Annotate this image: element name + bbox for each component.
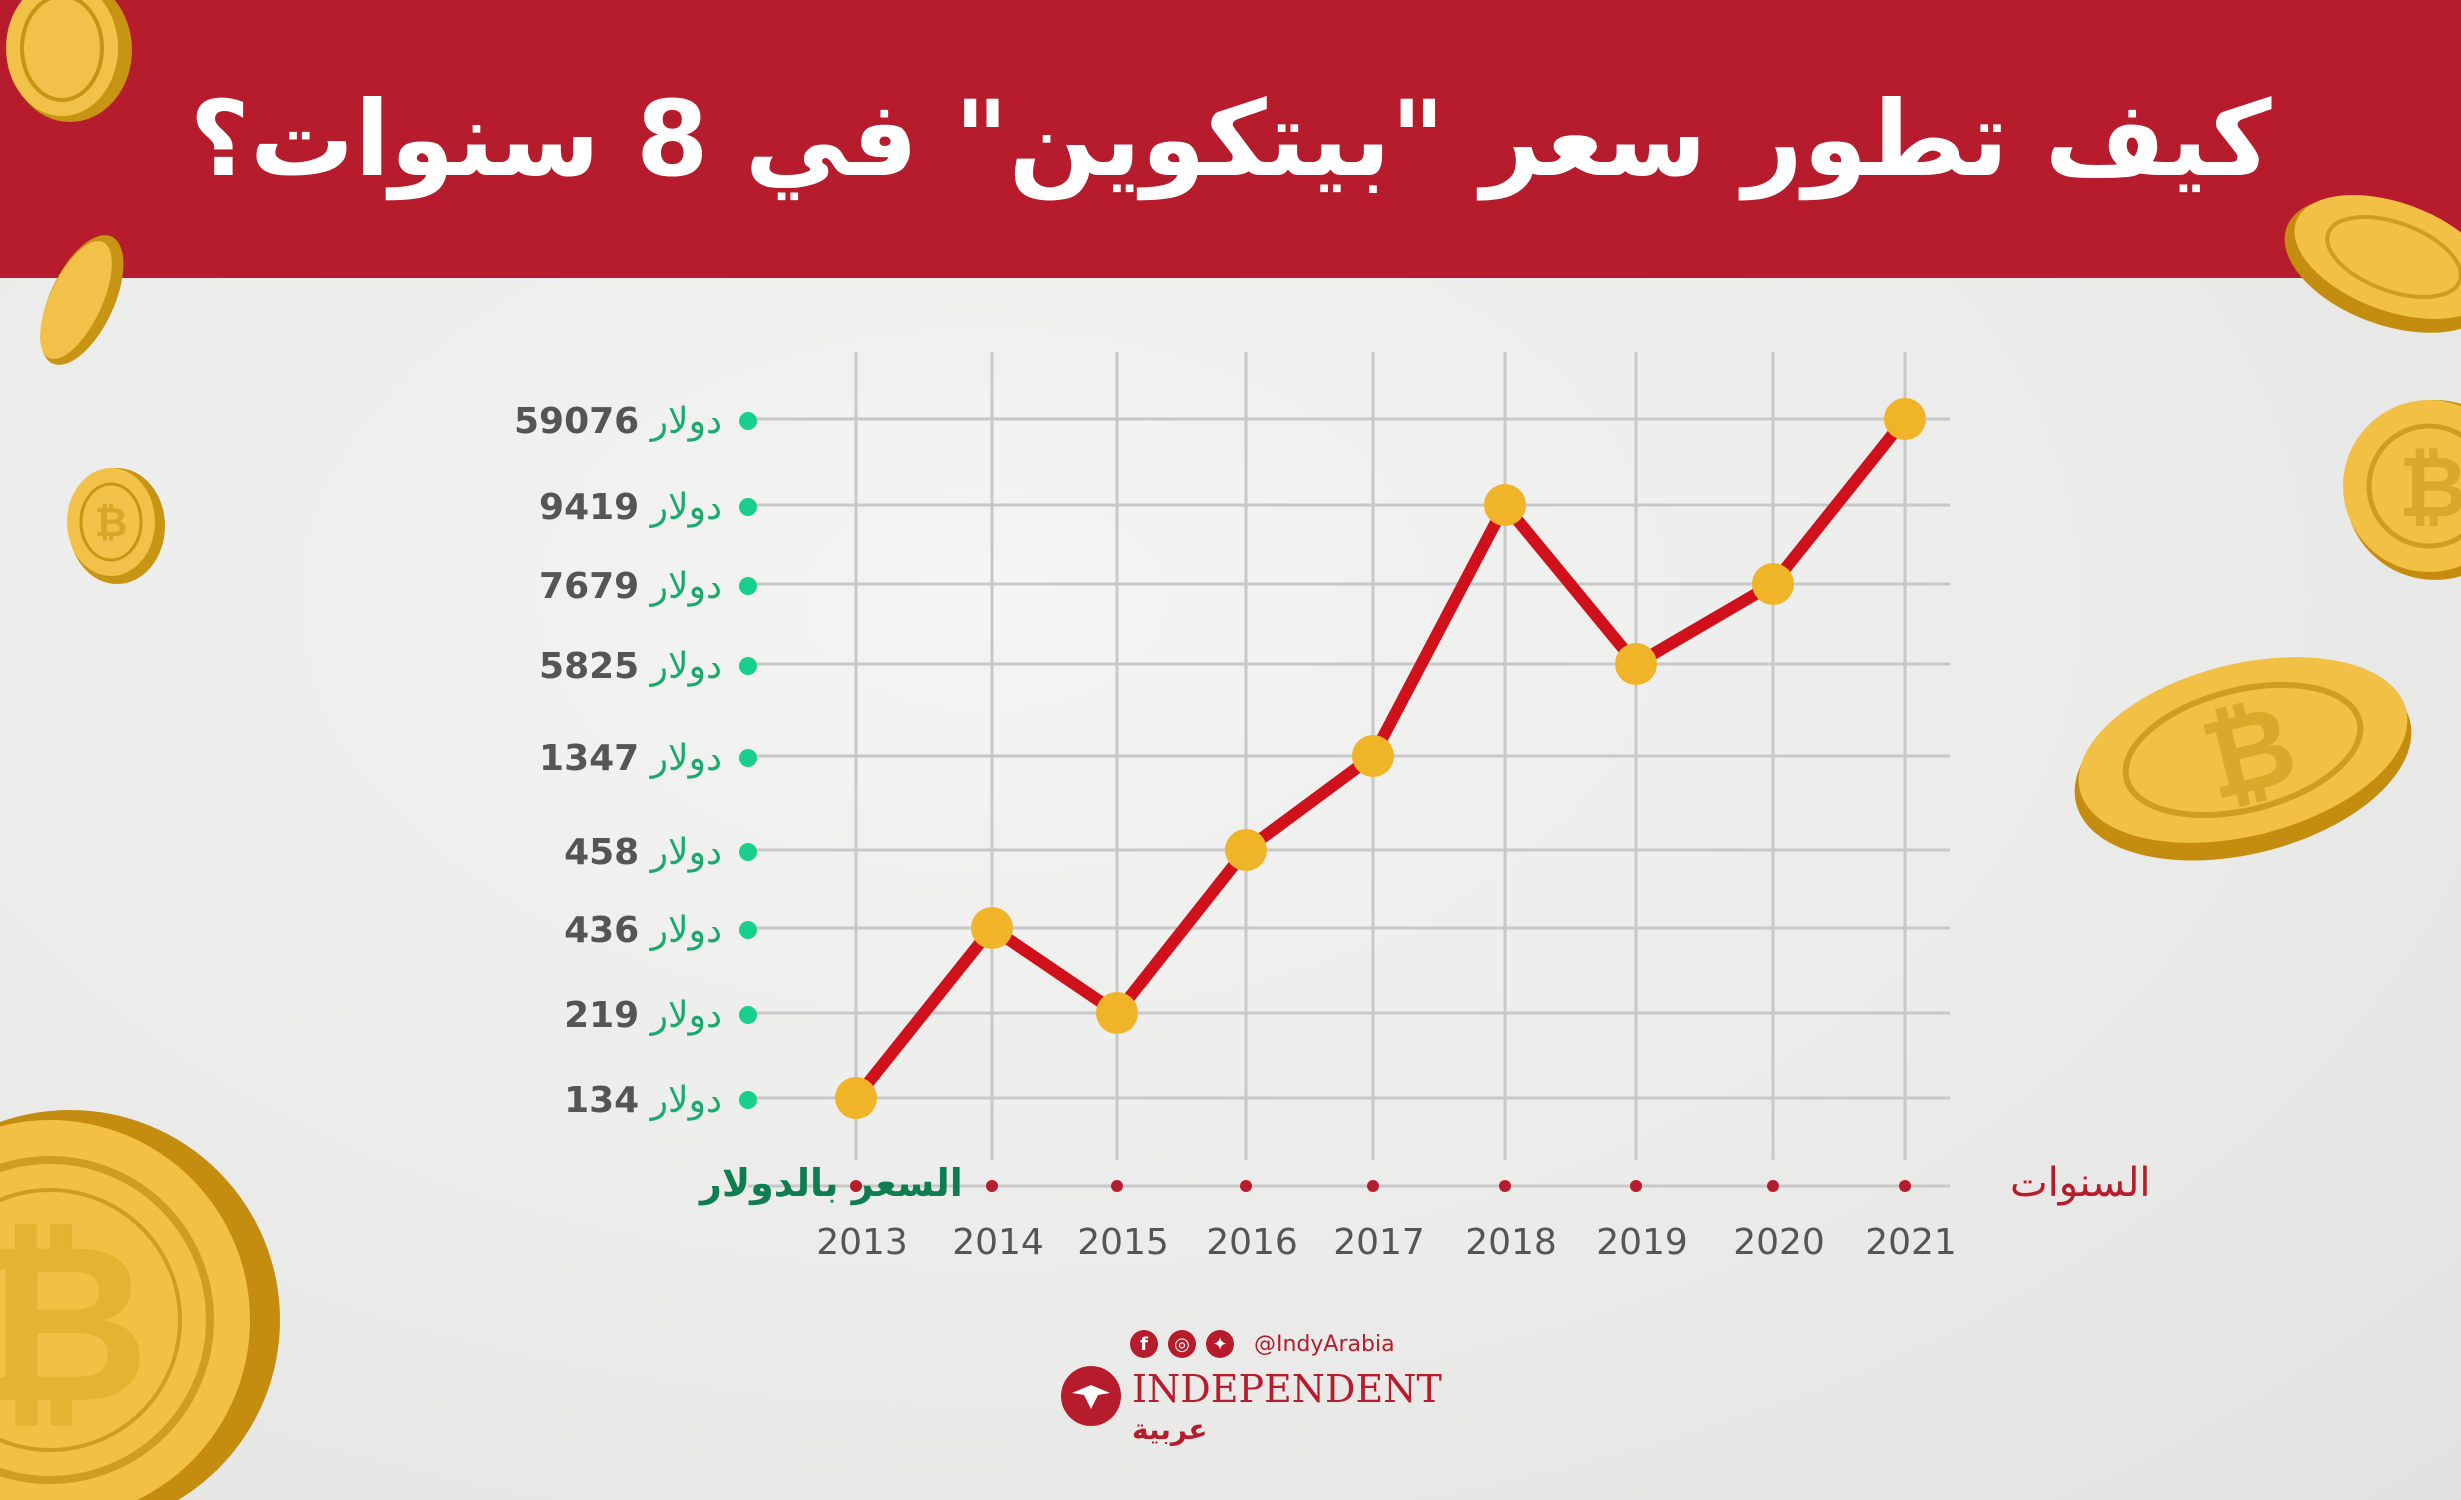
y-tick-dot [739, 749, 757, 767]
svg-text:₿: ₿ [0, 1196, 150, 1452]
x-axis-dot [850, 1180, 862, 1192]
x-tick-label: 2014 [952, 1222, 1044, 1263]
x-axis-dot [1240, 1180, 1252, 1192]
instagram-icon[interactable]: ◎ [1168, 1330, 1196, 1358]
y-tick-unit: دولار [639, 738, 722, 779]
x-axis-dot [1630, 1180, 1642, 1192]
y-tick-label: دولار 59076 [514, 401, 722, 442]
independent-eagle-logo-icon [1061, 1366, 1121, 1426]
bitcoin-coin-icon: ₿ [67, 468, 165, 584]
y-tick-dot [739, 577, 757, 595]
x-tick-label: 2019 [1596, 1222, 1688, 1263]
y-tick-label: دولار 219 [564, 995, 722, 1036]
y-tick-dot [739, 657, 757, 675]
y-tick-unit: دولار [639, 910, 722, 951]
bitcoin-coin-icon [6, 0, 132, 122]
x-axis-dot [1367, 1180, 1379, 1192]
y-tick-value: 458 [564, 832, 639, 873]
bitcoin-coin-icon: ₿ [2074, 657, 2412, 861]
y-tick-unit: دولار [639, 646, 722, 687]
x-axis-dot [986, 1180, 998, 1192]
y-tick-dot [739, 1091, 757, 1109]
bitcoin-coin-icon [2284, 195, 2461, 333]
data-point [835, 1077, 877, 1119]
y-tick-label: دولار 134 [564, 1080, 722, 1121]
x-tick-label: 2013 [816, 1222, 908, 1263]
y-tick-value: 1347 [539, 738, 639, 779]
y-tick-unit: دولار [639, 1080, 722, 1121]
y-tick-value: 5825 [539, 646, 639, 687]
y-tick-value: 59076 [514, 401, 639, 442]
data-point [1096, 992, 1138, 1034]
y-tick-dot [739, 921, 757, 939]
svg-text:₿: ₿ [95, 500, 128, 546]
y-tick-label: دولار 458 [564, 832, 722, 873]
svg-text:₿: ₿ [2399, 438, 2461, 536]
bitcoin-coin-icon: ₿ [0, 1110, 280, 1500]
data-point [1615, 643, 1657, 685]
y-tick-dot [739, 498, 757, 516]
y-tick-unit: دولار [639, 995, 722, 1036]
facebook-icon[interactable]: f [1130, 1330, 1158, 1358]
page-title: كيف تطور سعر "بيتكوين" في 8 سنوات؟ [189, 78, 2272, 200]
y-tick-dot [739, 843, 757, 861]
y-tick-label: دولار 5825 [539, 646, 722, 687]
bitcoin-coin-icon [40, 235, 124, 365]
x-axis-dot [1767, 1180, 1779, 1192]
twitter-icon[interactable]: ✦ [1206, 1330, 1234, 1358]
y-tick-unit: دولار [639, 401, 722, 442]
x-tick-label: 2015 [1077, 1222, 1169, 1263]
x-axis-title: السنوات [2010, 1160, 2151, 1206]
data-point [1225, 829, 1267, 871]
y-tick-label: دولار 1347 [539, 738, 722, 779]
y-tick-label: دولار 7679 [539, 566, 722, 607]
y-tick-unit: دولار [639, 566, 722, 607]
x-axis-dot [1499, 1180, 1511, 1192]
y-tick-value: 436 [564, 910, 639, 951]
bitcoin-coin-icon: ₿ [2343, 400, 2461, 580]
header-banner [0, 0, 2461, 278]
y-tick-value: 134 [564, 1080, 639, 1121]
x-tick-label: 2020 [1733, 1222, 1825, 1263]
y-tick-label: دولار 9419 [539, 487, 722, 528]
y-tick-dot [739, 1006, 757, 1024]
data-point [1752, 563, 1794, 605]
x-tick-label: 2021 [1865, 1222, 1957, 1263]
y-tick-value: 7679 [539, 566, 639, 607]
x-tick-label: 2016 [1206, 1222, 1298, 1263]
social-links: f ◎ ✦ @IndyArabia [1130, 1327, 1395, 1361]
data-point [971, 907, 1013, 949]
x-tick-label: 2017 [1333, 1222, 1425, 1263]
y-tick-unit: دولار [639, 832, 722, 873]
x-axis-dot [1111, 1180, 1123, 1192]
x-axis-dot [1899, 1180, 1911, 1192]
y-tick-unit: دولار [639, 487, 722, 528]
brand-name: INDEPENDENT [1132, 1367, 1442, 1411]
footer-branding: f ◎ ✦ @IndyArabia INDEPENDENT عربية [1040, 1315, 1460, 1455]
x-tick-label: 2018 [1465, 1222, 1557, 1263]
y-tick-dot [739, 412, 757, 430]
y-tick-label: دولار 436 [564, 910, 722, 951]
data-point [1484, 484, 1526, 526]
social-handle[interactable]: @IndyArabia [1254, 1331, 1395, 1357]
y-tick-value: 9419 [539, 487, 639, 528]
brand-subtitle: عربية [1132, 1413, 1208, 1446]
y-axis-title: السعر بالدولار [698, 1161, 963, 1206]
y-tick-value: 219 [564, 995, 639, 1036]
data-point [1884, 398, 1926, 440]
data-point [1352, 735, 1394, 777]
